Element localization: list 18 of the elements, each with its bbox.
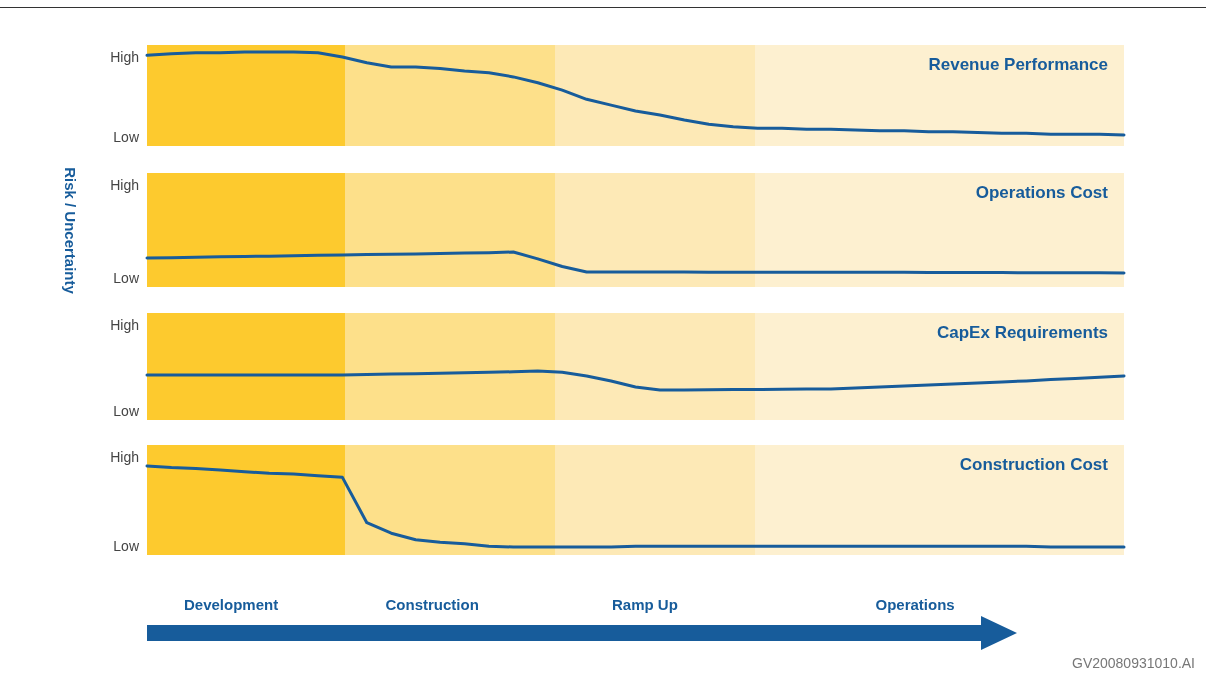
annotation: Low [113, 538, 139, 554]
chart-title: CapEx Requirements [937, 323, 1108, 343]
text: Ramp Up [612, 595, 678, 613]
text: High [110, 317, 139, 333]
chart-title: Revenue Performance [928, 55, 1108, 75]
annotation: Low [113, 129, 139, 145]
text: Low [113, 403, 139, 419]
text: High [110, 449, 139, 465]
chart-title: Operations Cost [975, 183, 1108, 203]
annotation: High [110, 49, 139, 65]
text: Development [184, 595, 279, 613]
y-axis-title: Risk / Uncertainty [61, 165, 79, 296]
text: High [110, 177, 139, 193]
text: Operations [875, 595, 955, 613]
text: Construction [385, 595, 479, 613]
chart-title: Construction Cost [959, 455, 1108, 475]
text: GV20080931010.AI [1072, 655, 1195, 671]
annotation: Low [113, 270, 139, 286]
